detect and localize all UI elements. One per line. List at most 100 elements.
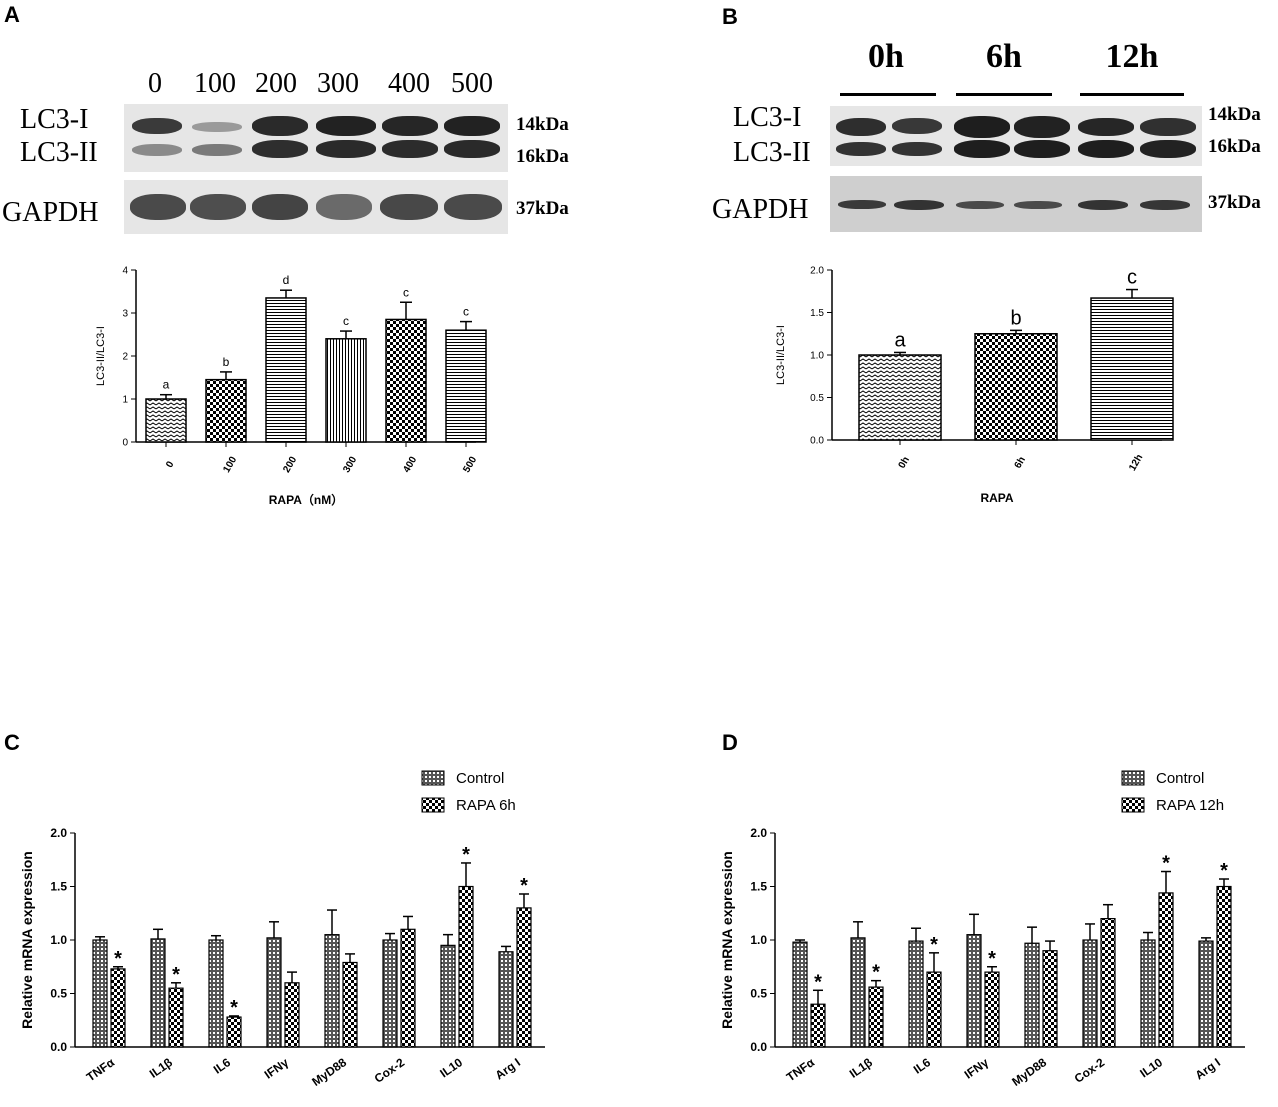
bar-control [966, 934, 982, 1048]
western-blot-b: 0h 6h 12h LC3-I LC3-II GAPDH 14kDa 16kDa… [700, 0, 1278, 240]
legend-label: RAPA 12h [1156, 797, 1224, 814]
bar-control [850, 937, 866, 1048]
x-tick-label: Cox-2 [372, 1055, 408, 1086]
bar-control [1024, 942, 1040, 1048]
significance-star: * [520, 875, 528, 897]
bar-control [1082, 939, 1098, 1048]
bar-control [1140, 939, 1156, 1048]
chart-b-lc3-ratio-by-time: 0.0 0.5 1.0 1.5 2.0 LC3-II/LC3-I a 0h b 6h c 12h RAP… [775, 266, 1174, 505]
y-tick-label: 2.0 [750, 826, 767, 840]
significance-letter: c [463, 305, 469, 319]
kda-label: 16kDa [516, 146, 569, 167]
bar-treatment [1042, 950, 1058, 1048]
legend-label: Control [1156, 770, 1204, 787]
bar-control [1198, 940, 1214, 1048]
band-label-lc3ii: LC3-II [733, 137, 811, 168]
group-label: 12h [1105, 38, 1159, 75]
bar-treatment [1158, 892, 1174, 1048]
bar-control [792, 941, 808, 1048]
bar-treatment [400, 928, 416, 1048]
significance-star: * [872, 962, 880, 984]
bar-control [908, 940, 924, 1048]
y-tick-label: 0 [122, 438, 128, 449]
bar [445, 329, 487, 443]
western-blot-a: 0 100 200 300 400 500 LC3-I LC3-II GAPDH… [0, 0, 620, 240]
kda-label: 16kDa [1208, 136, 1261, 157]
x-tick-label: Cox-2 [1072, 1055, 1108, 1086]
band-label-gapdh: GAPDH [2, 197, 99, 228]
kda-label: 37kDa [1208, 192, 1261, 213]
significance-star: * [230, 997, 238, 1019]
y-tick-label: 1.0 [50, 933, 67, 947]
chart-c-mrna-expression-6h: 0.0 0.5 1.0 1.5 2.0 Relative mRNA expression *… [19, 770, 545, 1089]
bar [858, 354, 942, 441]
kda-label: 14kDa [516, 114, 569, 135]
significance-letter: b [1010, 307, 1021, 329]
x-tick-label: Arg I [1193, 1055, 1223, 1082]
bar-treatment [110, 968, 126, 1048]
significance-letter: a [894, 329, 906, 351]
bar-treatment [1216, 885, 1232, 1048]
legend-swatch [421, 770, 445, 786]
panel-label-a: A [4, 2, 20, 27]
x-tick-label: 6h [1013, 455, 1028, 471]
y-tick-label: 1.5 [50, 880, 67, 894]
lane-label: 200 [255, 68, 297, 99]
y-axis-label: LC3-II/LC3-I [95, 326, 107, 386]
bar-treatment [342, 961, 358, 1048]
legend-swatch [1121, 770, 1145, 786]
significance-star: * [814, 971, 822, 993]
x-tick-label: 0 [164, 459, 177, 470]
bar [325, 338, 367, 443]
x-tick-label: IL6 [911, 1055, 933, 1077]
lane-label: 500 [451, 68, 493, 99]
lane-label: 300 [317, 68, 359, 99]
panel-label-b: B [722, 4, 738, 29]
bar [145, 398, 187, 443]
bar [974, 333, 1058, 441]
x-tick-label: IFNγ [962, 1055, 992, 1082]
y-tick-label: 3 [122, 309, 128, 320]
y-tick-label: 0.0 [50, 1040, 67, 1054]
x-axis-label: RAPA（nM） [269, 492, 343, 507]
bar-control [92, 939, 108, 1048]
significance-letter: a [163, 378, 170, 392]
bar-control [382, 939, 398, 1048]
x-tick-label: TNFα [84, 1055, 118, 1084]
legend-label: Control [456, 770, 504, 787]
x-tick-label: 300 [341, 454, 359, 474]
lane-label: 0 [148, 68, 162, 99]
significance-letter: c [1127, 267, 1137, 289]
x-tick-label: IFNγ [262, 1055, 292, 1082]
significance-star: * [1162, 853, 1170, 875]
x-tick-label: 0h [897, 455, 912, 471]
y-tick-label: 4 [122, 266, 128, 277]
y-tick-label: 2.0 [50, 826, 67, 840]
x-tick-label: IL10 [1137, 1055, 1165, 1080]
chart-a-lc3-ratio-by-dose: 0 1 2 3 4 LC3-II/LC3-I a 0 b 100 d 200 c 300 c 400 c 500 R… [95, 266, 487, 507]
x-tick-label: 400 [401, 454, 419, 474]
x-tick-label: 12h [1127, 453, 1145, 473]
x-tick-label: TNFα [784, 1055, 818, 1084]
significance-letter: c [403, 285, 409, 299]
y-tick-label: 1.0 [750, 933, 767, 947]
y-tick-label: 1.0 [810, 351, 824, 362]
x-axis-label: RAPA [980, 491, 1013, 505]
significance-star: * [172, 964, 180, 986]
kda-label: 37kDa [516, 198, 569, 219]
bar-treatment [868, 986, 884, 1048]
group-label: 6h [986, 38, 1022, 75]
y-tick-label: 0.5 [50, 987, 67, 1001]
bar-treatment [516, 907, 532, 1048]
y-tick-label: 2 [122, 352, 128, 363]
y-tick-label: 0.5 [750, 987, 767, 1001]
x-tick-label: 500 [461, 454, 479, 474]
bar-treatment [1100, 918, 1116, 1048]
group-bracket [956, 93, 1052, 96]
lane-label: 100 [194, 68, 236, 99]
panel-label-c: C [4, 730, 20, 755]
bar-control [266, 937, 282, 1048]
y-axis-label: LC3-II/LC3-I [775, 325, 787, 385]
x-tick-label: IL6 [211, 1055, 233, 1077]
kda-label: 14kDa [1208, 104, 1261, 125]
